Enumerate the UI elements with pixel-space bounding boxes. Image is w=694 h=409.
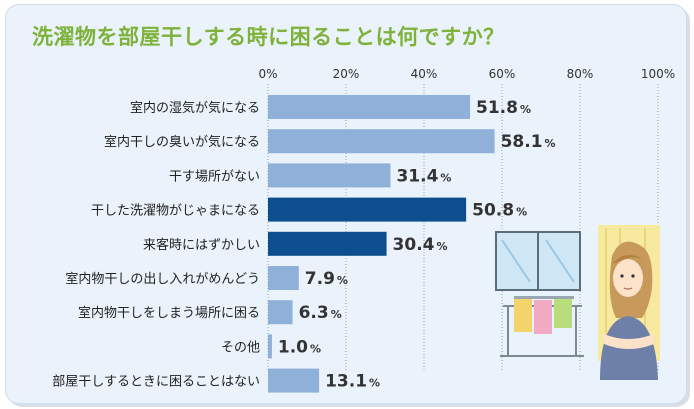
category-label: 室内干しの臭いが気になる xyxy=(104,134,260,150)
x-axis-ticks: 0% 20% 40% 60% 80% 100% xyxy=(258,67,675,81)
bar xyxy=(268,95,471,119)
x-tick-label: 40% xyxy=(411,67,438,81)
value-label: 31.4% xyxy=(396,166,451,186)
value-label: 50.8% xyxy=(472,201,527,221)
category-label: 部屋干しするときに困ることはない xyxy=(52,375,260,390)
bar xyxy=(268,334,272,359)
value-label: 13.1% xyxy=(325,372,380,392)
value-label: 7.9% xyxy=(305,269,348,289)
value-label: 58.1% xyxy=(501,132,556,152)
bar xyxy=(268,129,495,154)
category-label: 干した洗濯物がじゃまになる xyxy=(91,204,260,219)
bar xyxy=(268,197,467,222)
window-image xyxy=(495,231,581,291)
value-label: 6.3% xyxy=(299,303,342,323)
drying-rack-image xyxy=(500,296,584,357)
category-label: 室内物干しの出し入れがめんどう xyxy=(65,271,260,287)
bar xyxy=(268,300,293,325)
chart-title: 洗濯物を部屋干しする時に困ることは何ですか？ xyxy=(32,25,505,49)
x-tick-label: 100% xyxy=(641,67,675,81)
bar xyxy=(268,368,320,393)
x-tick-label: 60% xyxy=(489,67,516,81)
category-label: 来客時にはずかしい xyxy=(143,237,260,253)
category-label: 干す場所がない xyxy=(169,169,260,184)
value-label: 1.0% xyxy=(278,337,321,357)
bar xyxy=(268,231,387,256)
category-label: 室内の湿気が気になる xyxy=(130,100,260,116)
woman-image xyxy=(600,241,658,380)
bar xyxy=(268,266,299,290)
category-label: その他 xyxy=(221,340,260,355)
laundry-illustration xyxy=(495,225,660,380)
x-tick-label: 0% xyxy=(258,67,277,81)
value-labels: 51.8 % 58.1 % 31.4 % 50.8 % 30.4 % 7.9 % 6.3 % 1.0 %13.… xyxy=(278,98,556,392)
value-label: 51.8% xyxy=(476,98,531,118)
x-tick-label: 20% xyxy=(333,67,360,81)
bars xyxy=(268,95,495,393)
category-labels: 室内の湿気が気になる室内干しの臭いが気になる干す場所がない干した洗濯物がじゃまに… xyxy=(52,100,260,390)
bar xyxy=(268,163,391,188)
x-tick-label: 80% xyxy=(567,67,594,81)
value-label: 30.4% xyxy=(393,235,448,255)
category-label: 室内物干しをしまう場所に困る xyxy=(78,305,260,321)
